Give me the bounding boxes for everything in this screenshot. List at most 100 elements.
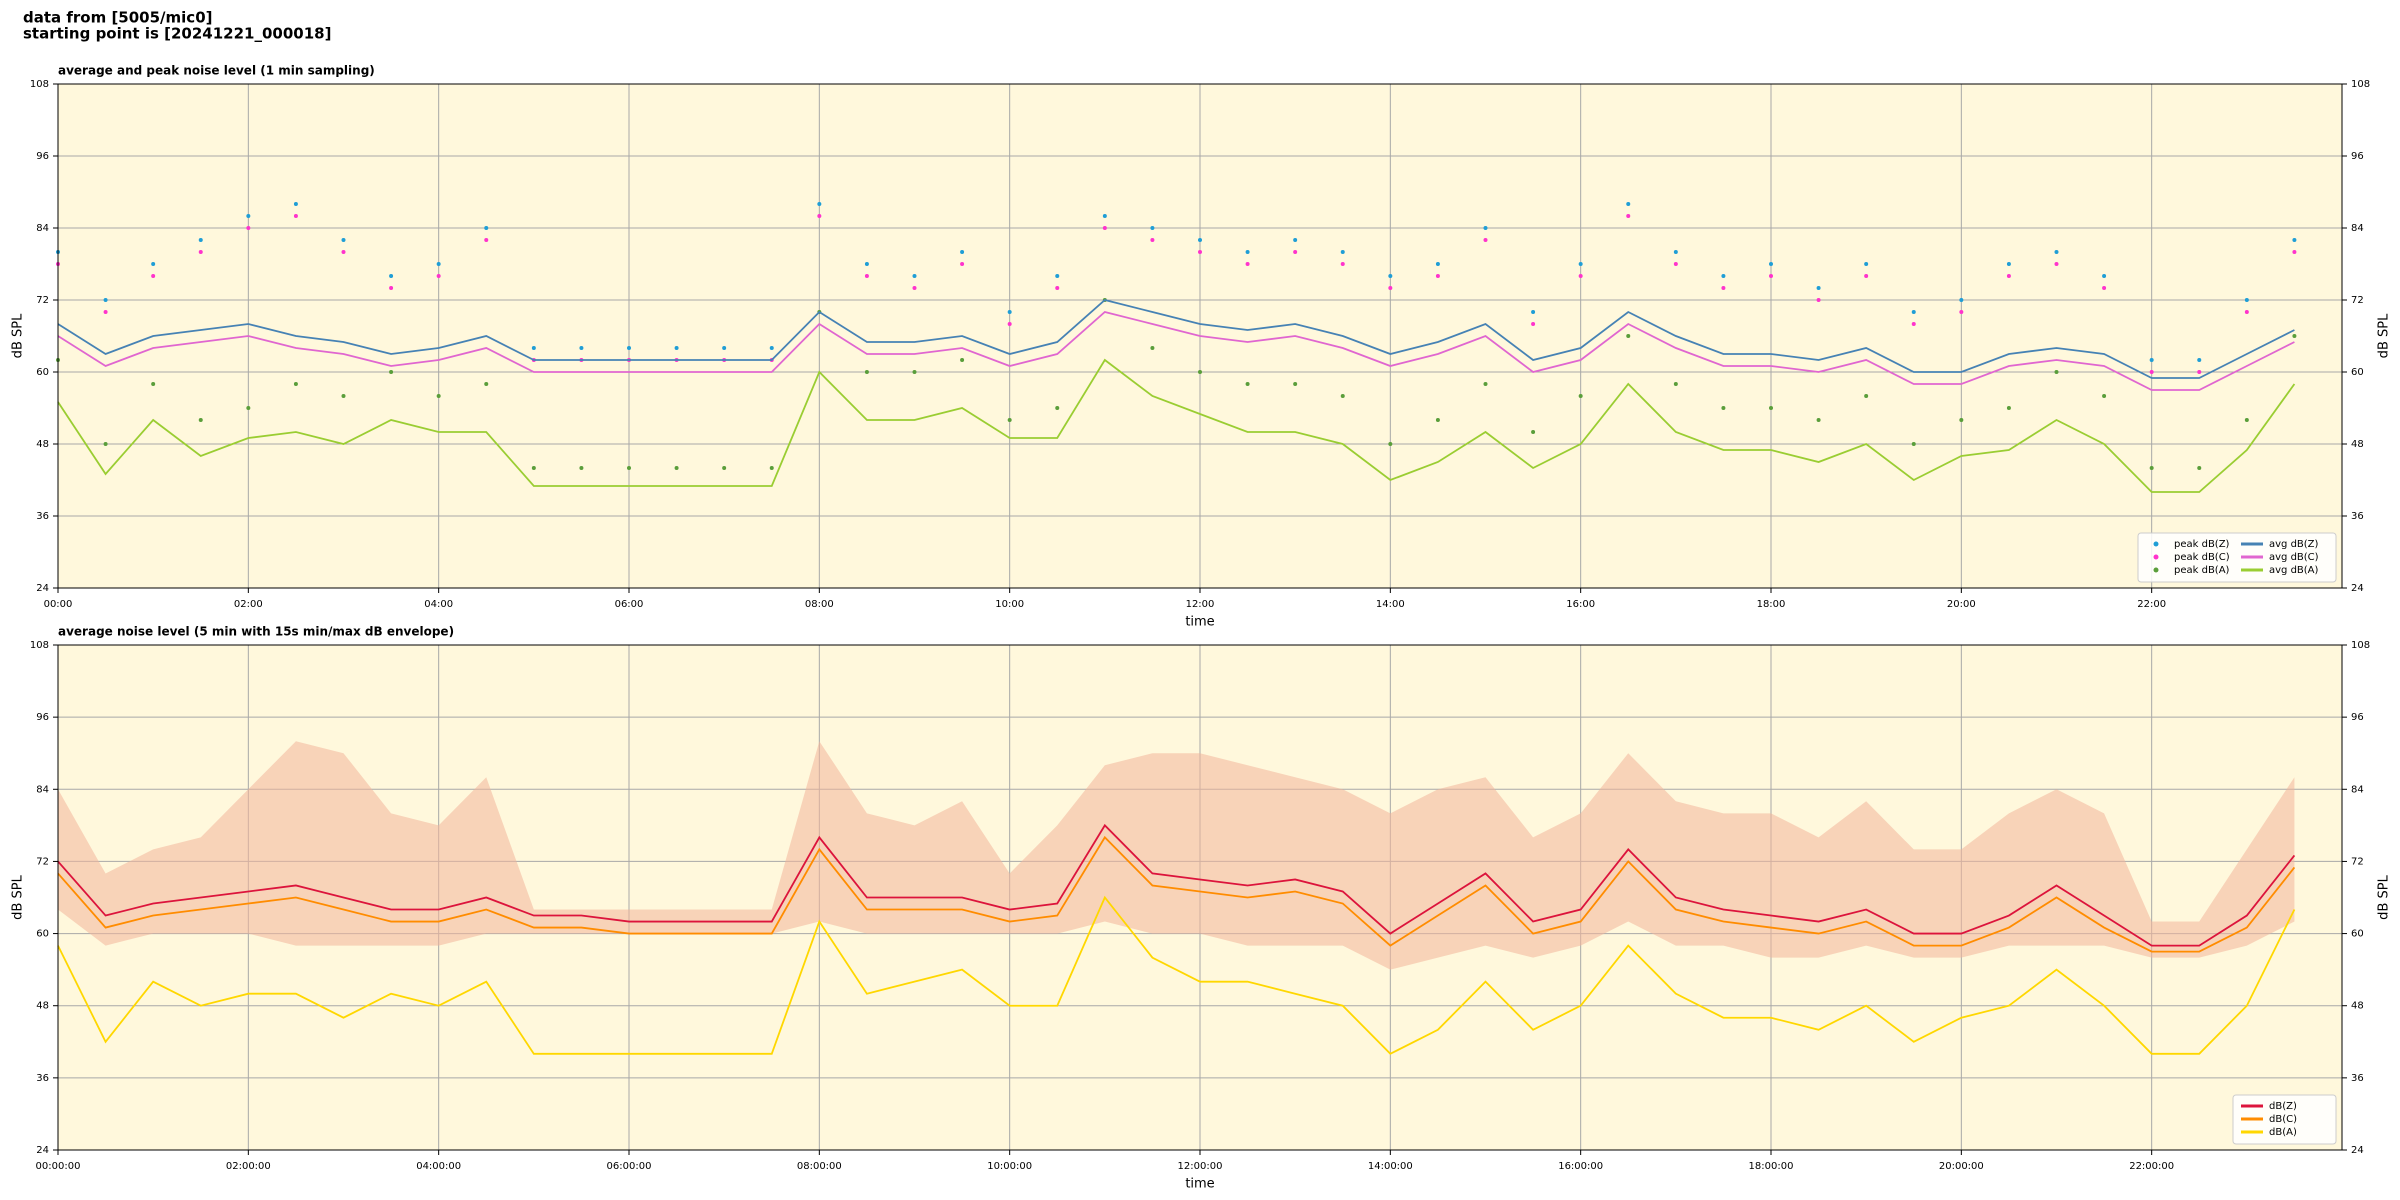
peak-dot bbox=[484, 382, 489, 386]
peak-dot bbox=[1673, 262, 1678, 266]
peak-dot bbox=[2149, 370, 2154, 374]
peak-dot bbox=[1626, 202, 1631, 206]
peak-dot bbox=[103, 310, 108, 314]
series-line bbox=[57, 299, 2295, 379]
peak-dot bbox=[1150, 226, 1155, 230]
peak-dot bbox=[1198, 250, 1202, 254]
peak-dot bbox=[484, 238, 489, 242]
y-tick-label: 48 bbox=[36, 1001, 49, 1012]
y2-tick-label: 108 bbox=[2351, 640, 2370, 651]
y-axis-label: dB SPL bbox=[11, 874, 26, 919]
peak-dot bbox=[1198, 238, 1202, 242]
peak-dot bbox=[1293, 250, 1298, 254]
y-tick-label: 96 bbox=[36, 712, 49, 723]
peak-dot bbox=[293, 214, 298, 218]
peak-dot bbox=[389, 370, 394, 374]
series-line bbox=[57, 358, 2296, 493]
series-line bbox=[57, 895, 2296, 1055]
peak-dot bbox=[1388, 274, 1393, 278]
peak-dot bbox=[1864, 394, 1869, 398]
peak-dot bbox=[1531, 322, 1536, 326]
peak-dot bbox=[960, 358, 965, 362]
peak-dot bbox=[912, 286, 917, 290]
x-tick-label: 04:00:00 bbox=[416, 1161, 461, 1172]
x-tick-label: 02:00 bbox=[234, 599, 263, 610]
y-tick-label: 60 bbox=[36, 929, 49, 940]
y-tick-label: 24 bbox=[36, 583, 49, 594]
header-line: starting point is [20241221_000018] bbox=[23, 25, 331, 43]
x-tick-label: 18:00:00 bbox=[1749, 1161, 1794, 1172]
peak-dot bbox=[1435, 418, 1440, 422]
legend-marker bbox=[2153, 554, 2159, 560]
peak-dot bbox=[2006, 274, 2011, 278]
peak-dot bbox=[1864, 274, 1869, 278]
legend-box bbox=[2137, 532, 2337, 583]
legend-marker bbox=[2153, 567, 2159, 573]
y-tick-label: 84 bbox=[36, 784, 49, 795]
x-tick-label: 20:00:00 bbox=[1939, 1161, 1984, 1172]
peak-dot bbox=[1959, 310, 1964, 314]
y-tick-label: 60 bbox=[36, 367, 49, 378]
header-line: data from [5005/mic0] bbox=[23, 9, 213, 27]
peak-dot bbox=[389, 286, 394, 290]
peak-dot bbox=[1864, 262, 1869, 266]
x-tick-label: 14:00:00 bbox=[1368, 1161, 1413, 1172]
peak-dot bbox=[960, 262, 965, 266]
peak-dot bbox=[864, 370, 869, 374]
legend-label: avg dB(Z) bbox=[2269, 539, 2319, 550]
peak-dot bbox=[2054, 262, 2059, 266]
peak-dot bbox=[1388, 442, 1393, 446]
peak-dot bbox=[1483, 226, 1488, 230]
peak-dot bbox=[674, 346, 679, 350]
peak-dot bbox=[1769, 406, 1773, 410]
x-tick-label: 16:00:00 bbox=[1558, 1161, 1603, 1172]
x-tick-label: 12:00 bbox=[1186, 599, 1215, 610]
y-tick-label: 72 bbox=[36, 295, 49, 306]
peak-dot bbox=[2244, 298, 2249, 302]
peak-dot bbox=[198, 418, 203, 422]
y2-axis-label: dB SPL bbox=[2377, 313, 2392, 358]
peak-dot bbox=[1531, 310, 1536, 314]
legend-label: peak dB(Z) bbox=[2174, 539, 2230, 550]
peak-dot bbox=[436, 394, 441, 398]
peak-dot bbox=[1911, 322, 1916, 326]
peak-dot bbox=[531, 346, 536, 350]
y-tick-label: 48 bbox=[36, 439, 49, 450]
y2-tick-label: 72 bbox=[2351, 295, 2364, 306]
peak-dot bbox=[1007, 322, 1012, 326]
y2-tick-label: 60 bbox=[2351, 367, 2364, 378]
peak-dot bbox=[1055, 286, 1060, 290]
y-tick-label: 108 bbox=[30, 640, 49, 651]
peak-dot bbox=[1102, 226, 1107, 230]
y2-tick-label: 36 bbox=[2351, 511, 2364, 522]
peak-dot bbox=[817, 214, 822, 218]
peak-dot bbox=[293, 202, 298, 206]
y2-tick-label: 60 bbox=[2351, 929, 2364, 940]
peak-dot bbox=[1769, 274, 1773, 278]
peak-dot bbox=[2054, 250, 2059, 254]
peak-dot bbox=[1245, 382, 1250, 386]
peak-dot bbox=[1578, 274, 1583, 278]
peak-dot bbox=[1293, 238, 1298, 242]
peak-dot bbox=[912, 274, 917, 278]
peak-dot bbox=[484, 226, 489, 230]
legend-label: peak dB(A) bbox=[2174, 565, 2230, 576]
series-line bbox=[57, 835, 2296, 953]
peak-dot bbox=[1055, 274, 1060, 278]
x-tick-label: 16:00 bbox=[1566, 599, 1595, 610]
x-tick-label: 12:00:00 bbox=[1178, 1161, 1223, 1172]
peak-dot bbox=[1007, 418, 1012, 422]
y2-axis-label: dB SPL bbox=[2377, 874, 2392, 919]
y2-tick-label: 84 bbox=[2351, 223, 2364, 234]
peak-dot bbox=[1293, 382, 1298, 386]
peak-dot bbox=[722, 466, 727, 470]
y-tick-label: 72 bbox=[36, 856, 49, 867]
plot-frame bbox=[57, 644, 2343, 1151]
x-tick-label: 00:00:00 bbox=[36, 1161, 81, 1172]
peak-dot bbox=[1055, 406, 1060, 410]
x-tick-label: 00:00 bbox=[44, 599, 73, 610]
peak-dot bbox=[1721, 274, 1726, 278]
peak-dot bbox=[960, 250, 965, 254]
peak-dot bbox=[579, 466, 584, 470]
